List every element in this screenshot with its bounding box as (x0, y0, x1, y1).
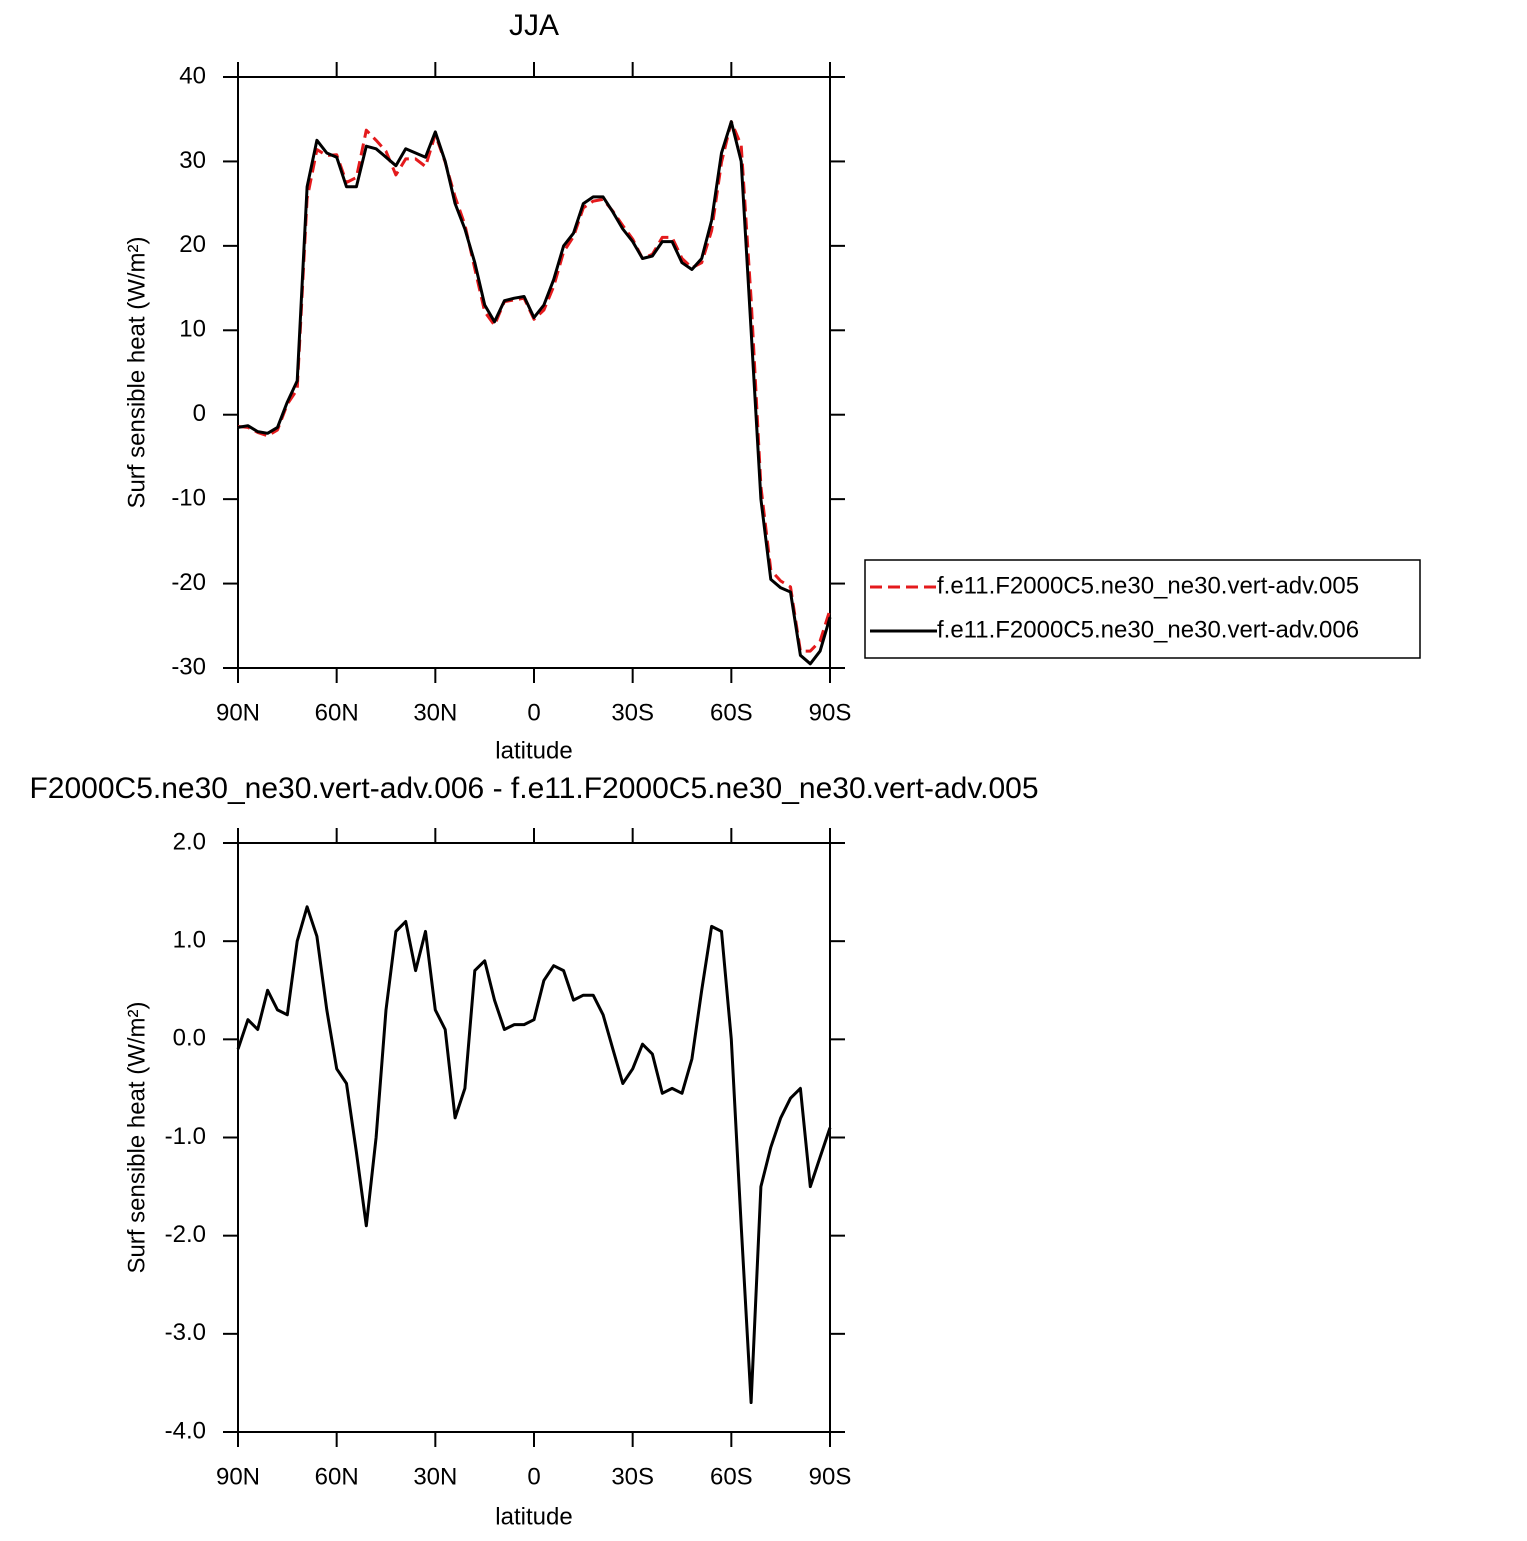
x-tick-label: 30S (611, 699, 654, 726)
x-tick-label: 60N (315, 699, 359, 726)
x-tick-label: 60N (315, 1463, 359, 1490)
x-tick-label: 30S (611, 1463, 654, 1490)
legend-label: f.e11.F2000C5.ne30_ne30.vert-adv.005 (937, 572, 1359, 599)
y-tick-label: 2.0 (173, 828, 206, 855)
y-tick-label: 40 (179, 62, 206, 89)
x-axis-label: latitude (495, 737, 572, 764)
y-tick-label: -2.0 (165, 1221, 206, 1248)
y-tick-label: 0.0 (173, 1025, 206, 1052)
y-tick-label: 0 (193, 400, 206, 427)
legend-box (864, 559, 1421, 659)
y-tick-label: 20 (179, 231, 206, 258)
data-line (237, 120, 832, 653)
x-tick-label: 90N (216, 1463, 260, 1490)
chart-title: F2000C5.ne30_ne30.vert-adv.006 - f.e11.F… (29, 772, 1038, 805)
x-tick-label: 60S (710, 699, 753, 726)
x-axis-label: latitude (495, 1503, 572, 1530)
plot-frame (237, 76, 831, 669)
plot-frame (237, 842, 831, 1433)
x-tick-label: 0 (527, 1463, 540, 1490)
x-tick-label: 90S (809, 1463, 852, 1490)
chart-title: JJA (509, 9, 559, 42)
data-line (237, 120, 832, 666)
x-tick-label: 0 (527, 699, 540, 726)
y-axis-label: Surf sensible heat (W/m²) (123, 1001, 150, 1273)
legend-label: f.e11.F2000C5.ne30_ne30.vert-adv.006 (937, 616, 1359, 643)
data-line (236, 905, 832, 1404)
y-tick-label: -4.0 (165, 1417, 206, 1444)
y-axis-label: Surf sensible heat (W/m²) (123, 236, 150, 508)
y-tick-label: -1.0 (165, 1123, 206, 1150)
y-tick-label: 30 (179, 147, 206, 174)
y-tick-label: 1.0 (173, 927, 206, 954)
x-tick-label: 60S (710, 1463, 753, 1490)
y-tick-label: -30 (171, 653, 206, 680)
x-tick-label: 90N (216, 699, 260, 726)
y-tick-label: 10 (179, 316, 206, 343)
y-tick-label: -10 (171, 484, 206, 511)
y-tick-label: -3.0 (165, 1319, 206, 1346)
y-tick-label: -20 (171, 569, 206, 596)
x-tick-label: 90S (809, 699, 852, 726)
x-tick-label: 30N (413, 699, 457, 726)
x-tick-label: 30N (413, 1463, 457, 1490)
